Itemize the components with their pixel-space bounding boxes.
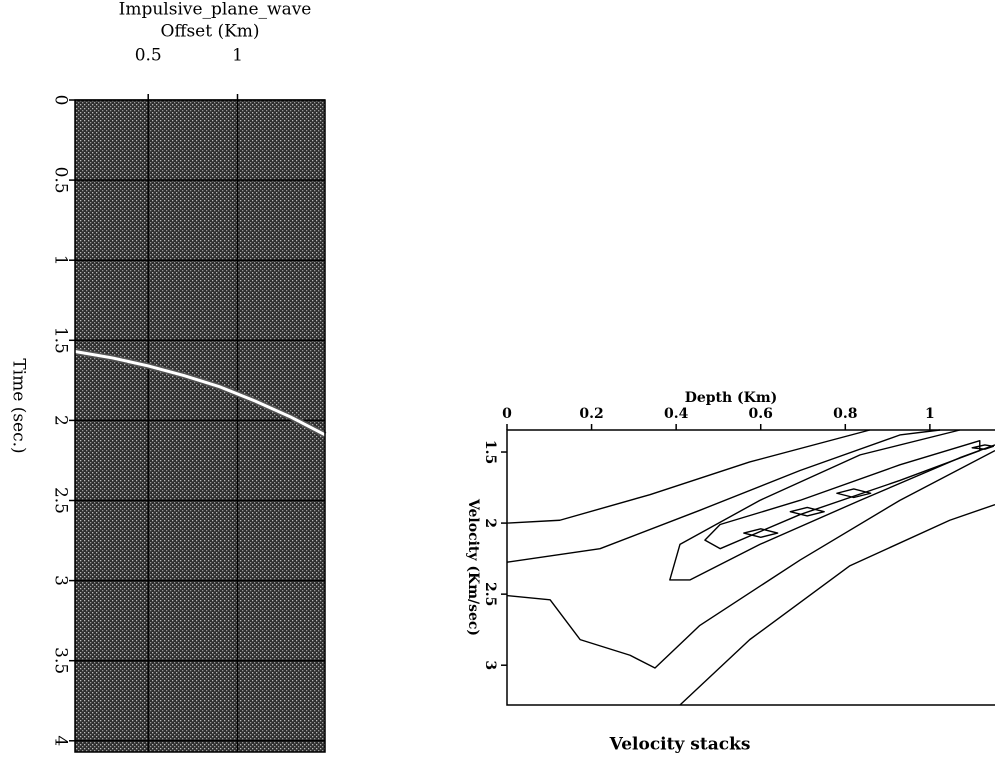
- chart-title: Velocity stacks: [609, 735, 751, 755]
- x-tick-label: 1: [232, 46, 243, 66]
- y-tick-label: 2.5: [51, 487, 71, 514]
- x-tick-label: 0.8: [833, 406, 857, 422]
- y-tick-label: 0.5: [51, 167, 71, 194]
- x-axis-label: Depth (Km): [685, 390, 778, 406]
- y-tick-label: 1.5: [51, 327, 71, 354]
- contour-line: [972, 445, 993, 449]
- y-tick-label: 2: [482, 518, 498, 528]
- y-tick-label: 1.5: [482, 440, 498, 464]
- y-tick-label: 4: [51, 735, 71, 746]
- chart-title: Impulsive_plane_wave: [119, 0, 312, 20]
- x-tick-label: 0.2: [579, 406, 603, 422]
- y-tick-label: 3: [51, 575, 71, 586]
- contour-line: [507, 430, 940, 562]
- x-tick-label: 0.6: [749, 406, 773, 422]
- y-axis-label: Velocity (Km/sec): [465, 498, 481, 636]
- figure: Impulsive_plane_waveOffset (Km) Time (sec…: [0, 0, 995, 762]
- contour-line: [670, 430, 995, 580]
- y-tick-label: 2: [51, 415, 71, 426]
- y-tick-label: 3: [482, 660, 498, 670]
- plot-frame: [507, 430, 995, 705]
- y-tick-label: 2.5: [482, 582, 498, 606]
- contour-line: [680, 505, 995, 705]
- y-tick-label: 0: [51, 95, 71, 106]
- contour-line: [507, 451, 995, 668]
- x-tick-label: 1: [925, 406, 935, 422]
- panel-background: [75, 100, 325, 752]
- x-tick-label: 0.4: [664, 406, 689, 422]
- y-tick-label: 1: [51, 255, 71, 266]
- y-axis-label: Time (sec.): [9, 358, 29, 453]
- x-tick-label: 0: [502, 406, 512, 422]
- y-tick-label: 3.5: [51, 647, 71, 674]
- x-tick-label: 0.5: [135, 46, 162, 66]
- x-axis-label: Offset (Km): [160, 22, 259, 42]
